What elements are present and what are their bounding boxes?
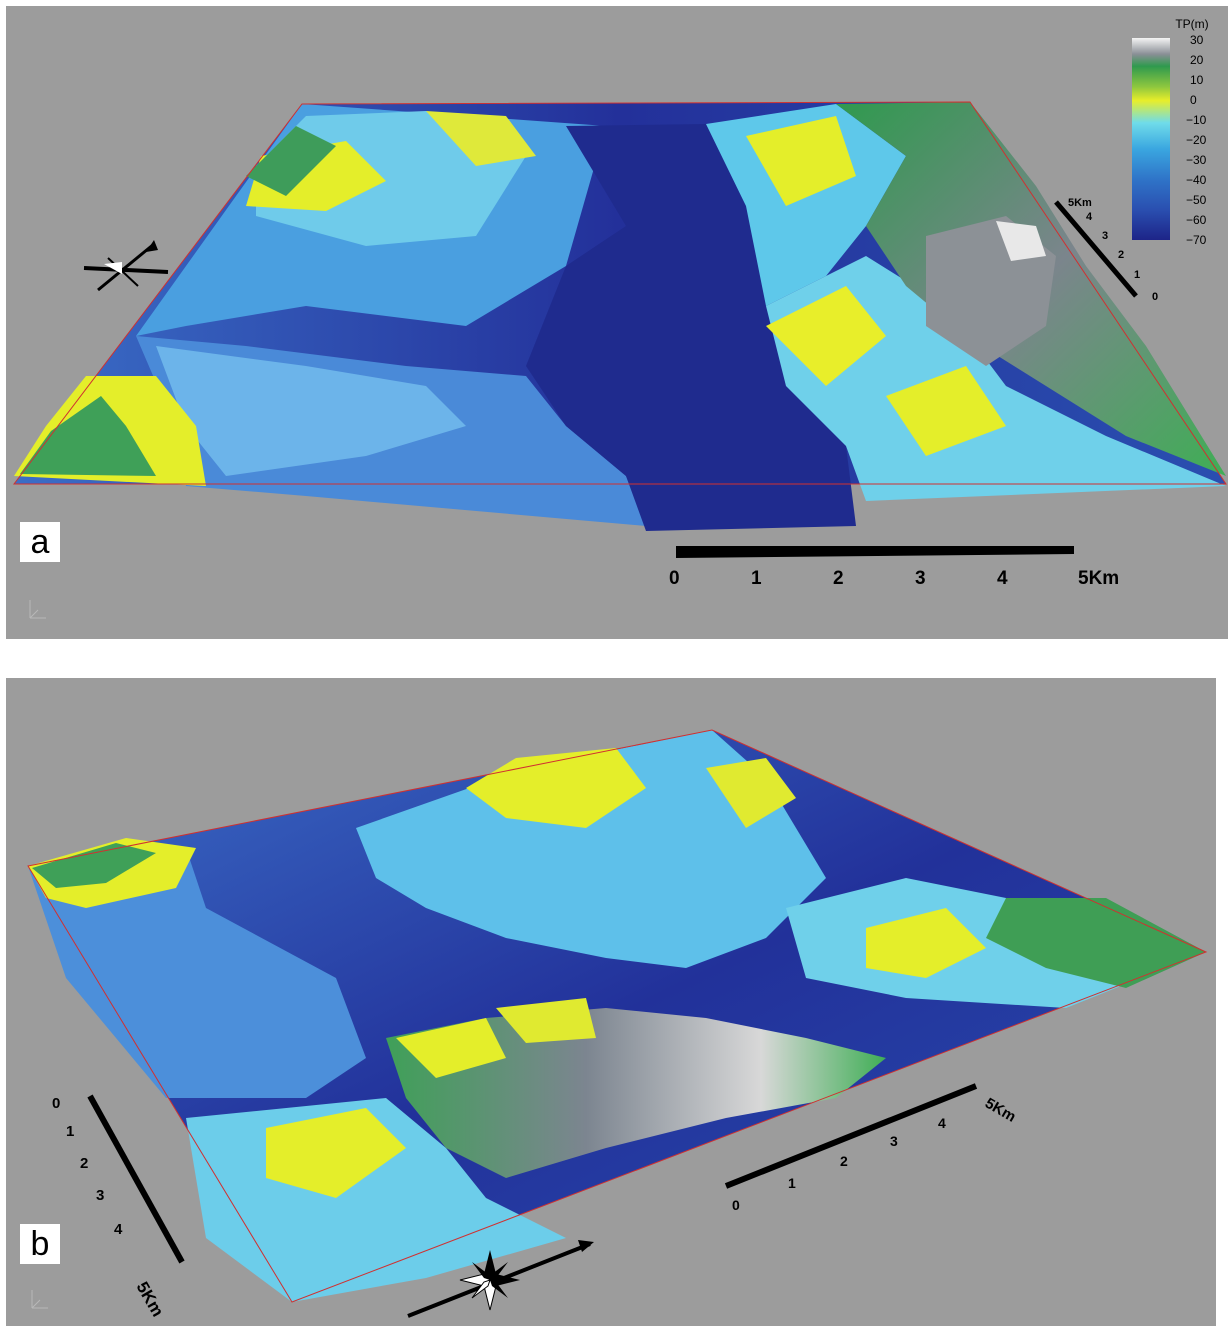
scale-z-tick: 4 [114,1221,123,1238]
terrain-view-b: 0 1 2 3 4 5Km 0 1 2 3 4 5Km [27,729,1208,1320]
scale-z-tick: 4 [1086,211,1093,223]
scale-z-tick: 3 [96,1187,104,1204]
terrain-channel [526,124,856,531]
terrain-left-yellow-2 [426,111,536,166]
scale-z-tick: 0 [1152,291,1158,303]
legend-tick: −60 [1186,213,1207,227]
scale-x-tick: 2 [833,568,844,589]
bounding-box-a [12,101,1227,485]
terrain-right-terraces [706,104,906,306]
terrain-right-white-peak [996,221,1046,261]
scale-x-tick: 1 [751,568,762,589]
scale-z-tick: 1 [1134,269,1140,281]
terrain-mountain-band-b [386,1008,886,1178]
scale-x-tick: 0 [732,1197,740,1213]
compass-rose-icon [407,1240,594,1318]
scale-z-end-label: 5Km [133,1279,168,1320]
terrain-right-lower [766,256,1226,501]
scale-z-end-label: 5Km [1068,197,1092,209]
axis-triad-icon [31,1290,48,1309]
scale-x-tick: 4 [997,568,1008,589]
panel-label-b: b [20,1224,60,1264]
panel-label-a: a [20,522,60,562]
scale-x-tick: 4 [938,1115,946,1131]
terrain-upper-yellow-b [466,748,646,828]
scale-z-tick: 2 [80,1155,88,1172]
panel-b: 0 1 2 3 4 5Km 0 1 2 3 4 5Km [6,678,1216,1326]
terrain-right-green-b [986,898,1206,988]
legend-title: TP(m) [1175,17,1208,31]
terrain-left-green [246,126,336,196]
legend-tick: −70 [1186,233,1207,247]
legend-tick: −10 [1186,113,1207,127]
scale-bar-horizontal-a: 0 1 2 3 4 5Km [669,546,1119,589]
terrain-mountain-yellow-b [396,1018,506,1078]
scale-x-tick: 1 [788,1175,796,1191]
axis-triad-icon [29,600,46,619]
terrain-view-a: 5Km 4 3 2 1 0 0 1 2 3 4 5Km TP(m) 30 20 … [12,17,1227,619]
terrain-left-green-b [32,843,156,888]
legend-tick: −30 [1186,153,1207,167]
terrain-lower-yellow-b [266,1108,406,1198]
terrain-right-yellow-3 [886,366,1006,456]
scale-x-tick: 0 [669,568,680,589]
legend-tick: 0 [1190,93,1197,107]
terrain-left-hills-green [20,396,156,476]
legend-tick: −20 [1186,133,1207,147]
legend-tick: 10 [1190,73,1204,87]
scale-x-tick: 3 [890,1133,898,1149]
scale-z-tick: 1 [66,1123,74,1140]
terrain-lower-left-light [156,346,466,476]
bounding-box-b [27,729,1208,1303]
scale-bar-vertical-b: 0 1 2 3 4 5Km [52,1094,185,1320]
legend-tick: −50 [1186,193,1207,207]
scale-z-tick: 0 [52,1095,60,1112]
legend-tick: 20 [1190,53,1204,67]
scale-bar-vertical-a: 5Km 4 3 2 1 0 [1054,197,1158,303]
scale-x-tick: 2 [840,1153,848,1169]
terrain-upper-yellow-2-b [706,758,796,828]
legend-tick: −40 [1186,173,1207,187]
terrain-right-yellow-2 [766,286,886,386]
terrain-right-yellow-b [866,908,986,978]
legend-tick: 30 [1190,33,1204,47]
scale-x-tick: 3 [915,568,926,589]
scale-z-tick: 3 [1102,230,1108,242]
scale-x-end-label: 5Km [1078,568,1119,589]
legend-colorbar [1132,38,1170,240]
scale-z-tick: 2 [1118,249,1124,261]
panel-a: 5Km 4 3 2 1 0 0 1 2 3 4 5Km TP(m) 30 20 … [6,6,1228,639]
scale-x-end-label: 5Km [982,1095,1019,1126]
terrain-right-yellow [746,116,856,206]
terrain-mountain-yellow-2-b [496,998,596,1043]
color-legend: TP(m) 30 20 10 0 −10 −20 −30 −40 −50 −60… [1132,17,1209,247]
terrain-left-shelf-b [28,848,366,1098]
compass-rose-icon [83,240,169,292]
